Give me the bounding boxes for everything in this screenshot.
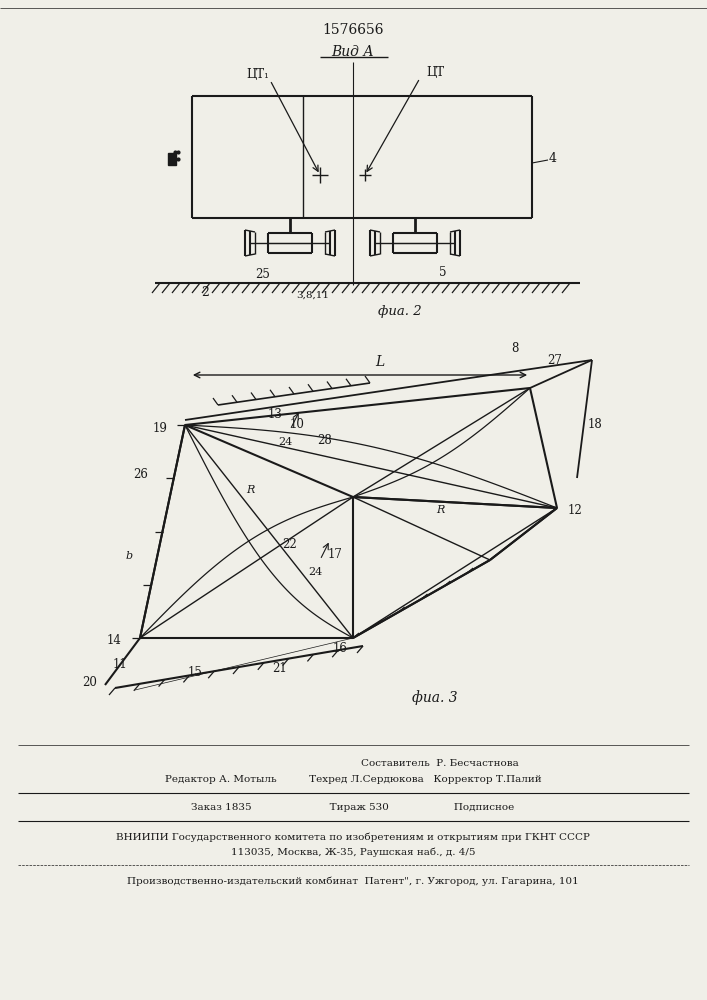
Text: L: L [375,355,385,369]
Text: R: R [246,485,255,495]
Text: 2: 2 [201,286,209,298]
Text: 12: 12 [568,504,583,516]
Text: 13: 13 [267,408,282,422]
Text: 1576656: 1576656 [322,23,384,37]
Text: ЦТ₁: ЦТ₁ [247,68,269,81]
Text: 18: 18 [588,418,602,432]
Text: фиа. 3: фиа. 3 [412,691,458,705]
Text: 21: 21 [273,662,287,674]
Text: фиа. 2: фиа. 2 [378,306,422,318]
Text: 14: 14 [107,634,122,647]
Text: 8: 8 [511,342,519,355]
Text: 5: 5 [439,266,447,279]
Text: 17: 17 [327,548,342,562]
Text: 20: 20 [83,676,98,688]
Text: 27: 27 [547,354,563,366]
Text: 11: 11 [112,658,127,672]
Text: Составитель  Р. Бесчастнова: Составитель Р. Бесчастнова [361,758,519,768]
Text: 15: 15 [187,666,202,678]
Text: ЦТ: ЦТ [426,66,444,80]
Text: 28: 28 [317,434,332,446]
Text: 113035, Москва, Ж-35, Раушская наб., д. 4/5: 113035, Москва, Ж-35, Раушская наб., д. … [230,847,475,857]
Text: 3,8,11: 3,8,11 [296,290,329,300]
Text: 19: 19 [153,422,168,434]
Text: Вид А: Вид А [332,45,375,59]
Text: Производственно-издательский комбинат  Патент", г. Ужгород, ул. Гагарина, 101: Производственно-издательский комбинат Па… [127,876,579,886]
Text: 10: 10 [290,418,305,432]
Text: ВНИИПИ Государственного комитета по изобретениям и открытиям при ГКНТ СССР: ВНИИПИ Государственного комитета по изоб… [116,832,590,842]
Text: 26: 26 [133,468,148,482]
Text: 24: 24 [278,437,292,447]
Text: 25: 25 [255,268,271,282]
Bar [168,153,176,165]
Text: 24: 24 [308,567,322,577]
Text: 22: 22 [283,538,298,552]
Text: Заказ 1835                        Тираж 530                    Подписное: Заказ 1835 Тираж 530 Подписное [192,804,515,812]
Text: R: R [436,505,444,515]
Text: 4: 4 [549,151,557,164]
Text: 16: 16 [332,642,347,654]
Text: Редактор А. Мотыль          Техред Л.Сердюкова   Корректор Т.Палий: Редактор А. Мотыль Техред Л.Сердюкова Ко… [165,776,542,784]
Text: b: b [126,551,133,561]
